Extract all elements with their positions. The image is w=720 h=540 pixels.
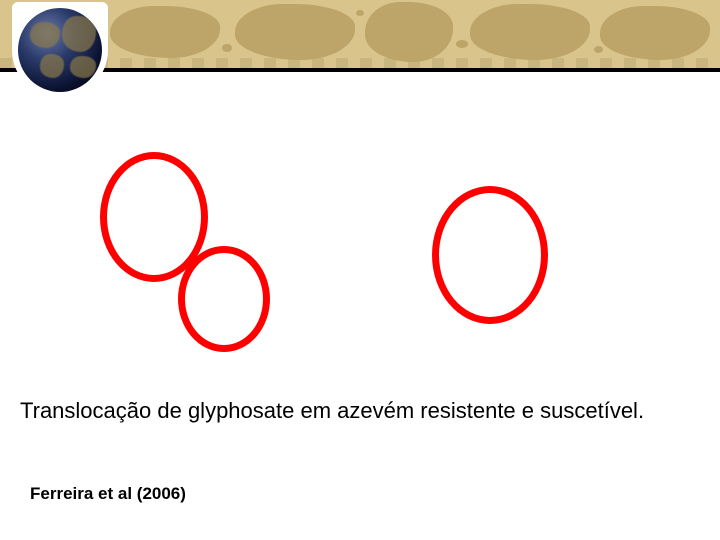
map-continent xyxy=(235,4,355,60)
map-island xyxy=(222,44,232,52)
map-island xyxy=(456,40,468,48)
slide: Translocação de glyphosate em azevém res… xyxy=(0,0,720,540)
header-band xyxy=(0,0,720,68)
header-underline xyxy=(0,68,720,72)
globe-icon xyxy=(18,8,102,92)
header-grid xyxy=(0,58,720,68)
map-island xyxy=(356,10,364,16)
highlight-ellipse xyxy=(432,186,548,324)
figure-caption: Translocação de glyphosate em azevém res… xyxy=(20,398,700,424)
map-island xyxy=(594,46,603,53)
globe-land xyxy=(70,56,96,78)
map-continent xyxy=(365,2,453,62)
globe-bullet xyxy=(12,2,108,98)
map-continent xyxy=(470,4,590,60)
map-continent xyxy=(110,6,220,58)
globe-land xyxy=(30,22,60,48)
globe-land xyxy=(40,54,64,78)
source-citation: Ferreira et al (2006) xyxy=(30,484,186,504)
highlight-ellipse xyxy=(178,246,270,352)
map-continent xyxy=(600,6,710,60)
globe-land xyxy=(62,16,96,52)
